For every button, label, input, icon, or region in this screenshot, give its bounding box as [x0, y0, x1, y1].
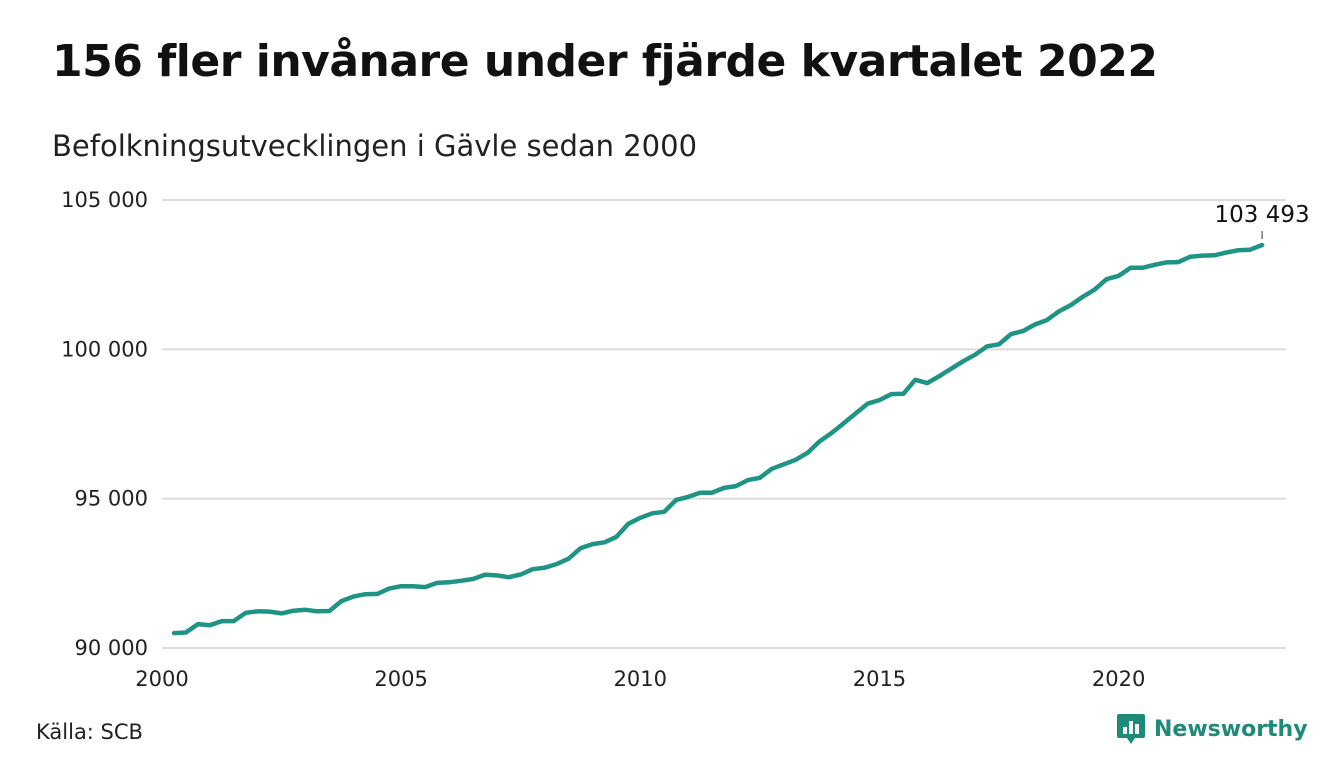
annotation-label: 103 493	[1215, 202, 1310, 228]
source-label: Källa: SCB	[36, 720, 143, 744]
x-tick-label: 2020	[1092, 667, 1145, 691]
y-axis-tick-labels: 90 000 95 000 100 000 105 000	[61, 188, 148, 660]
x-tick-label: 2010	[614, 667, 667, 691]
x-tick-label: 2015	[853, 667, 906, 691]
series-line	[171, 242, 1265, 636]
x-tick-label: 2000	[135, 667, 188, 691]
chart-subtitle: Befolkningsutvecklingen i Gävle sedan 20…	[52, 129, 698, 163]
annotation-layer: 103 493	[1215, 202, 1310, 240]
y-tick-label: 105 000	[61, 188, 148, 212]
x-tick-label: 2005	[374, 667, 427, 691]
y-tick-label: 90 000	[75, 636, 148, 660]
y-tick-label: 100 000	[61, 337, 148, 361]
x-axis-tick-labels: 2000 2005 2010 2015 2020	[135, 667, 1145, 691]
brand: Newsworthy	[1116, 712, 1308, 746]
newsworthy-logo-icon	[1117, 714, 1145, 744]
page-title: 156 fler invånare under fjärde kvartalet…	[52, 36, 1158, 87]
y-tick-label: 95 000	[75, 487, 148, 511]
grid-lines	[162, 199, 1286, 649]
series-layer	[171, 242, 1265, 636]
brand-name: Newsworthy	[1154, 716, 1308, 742]
